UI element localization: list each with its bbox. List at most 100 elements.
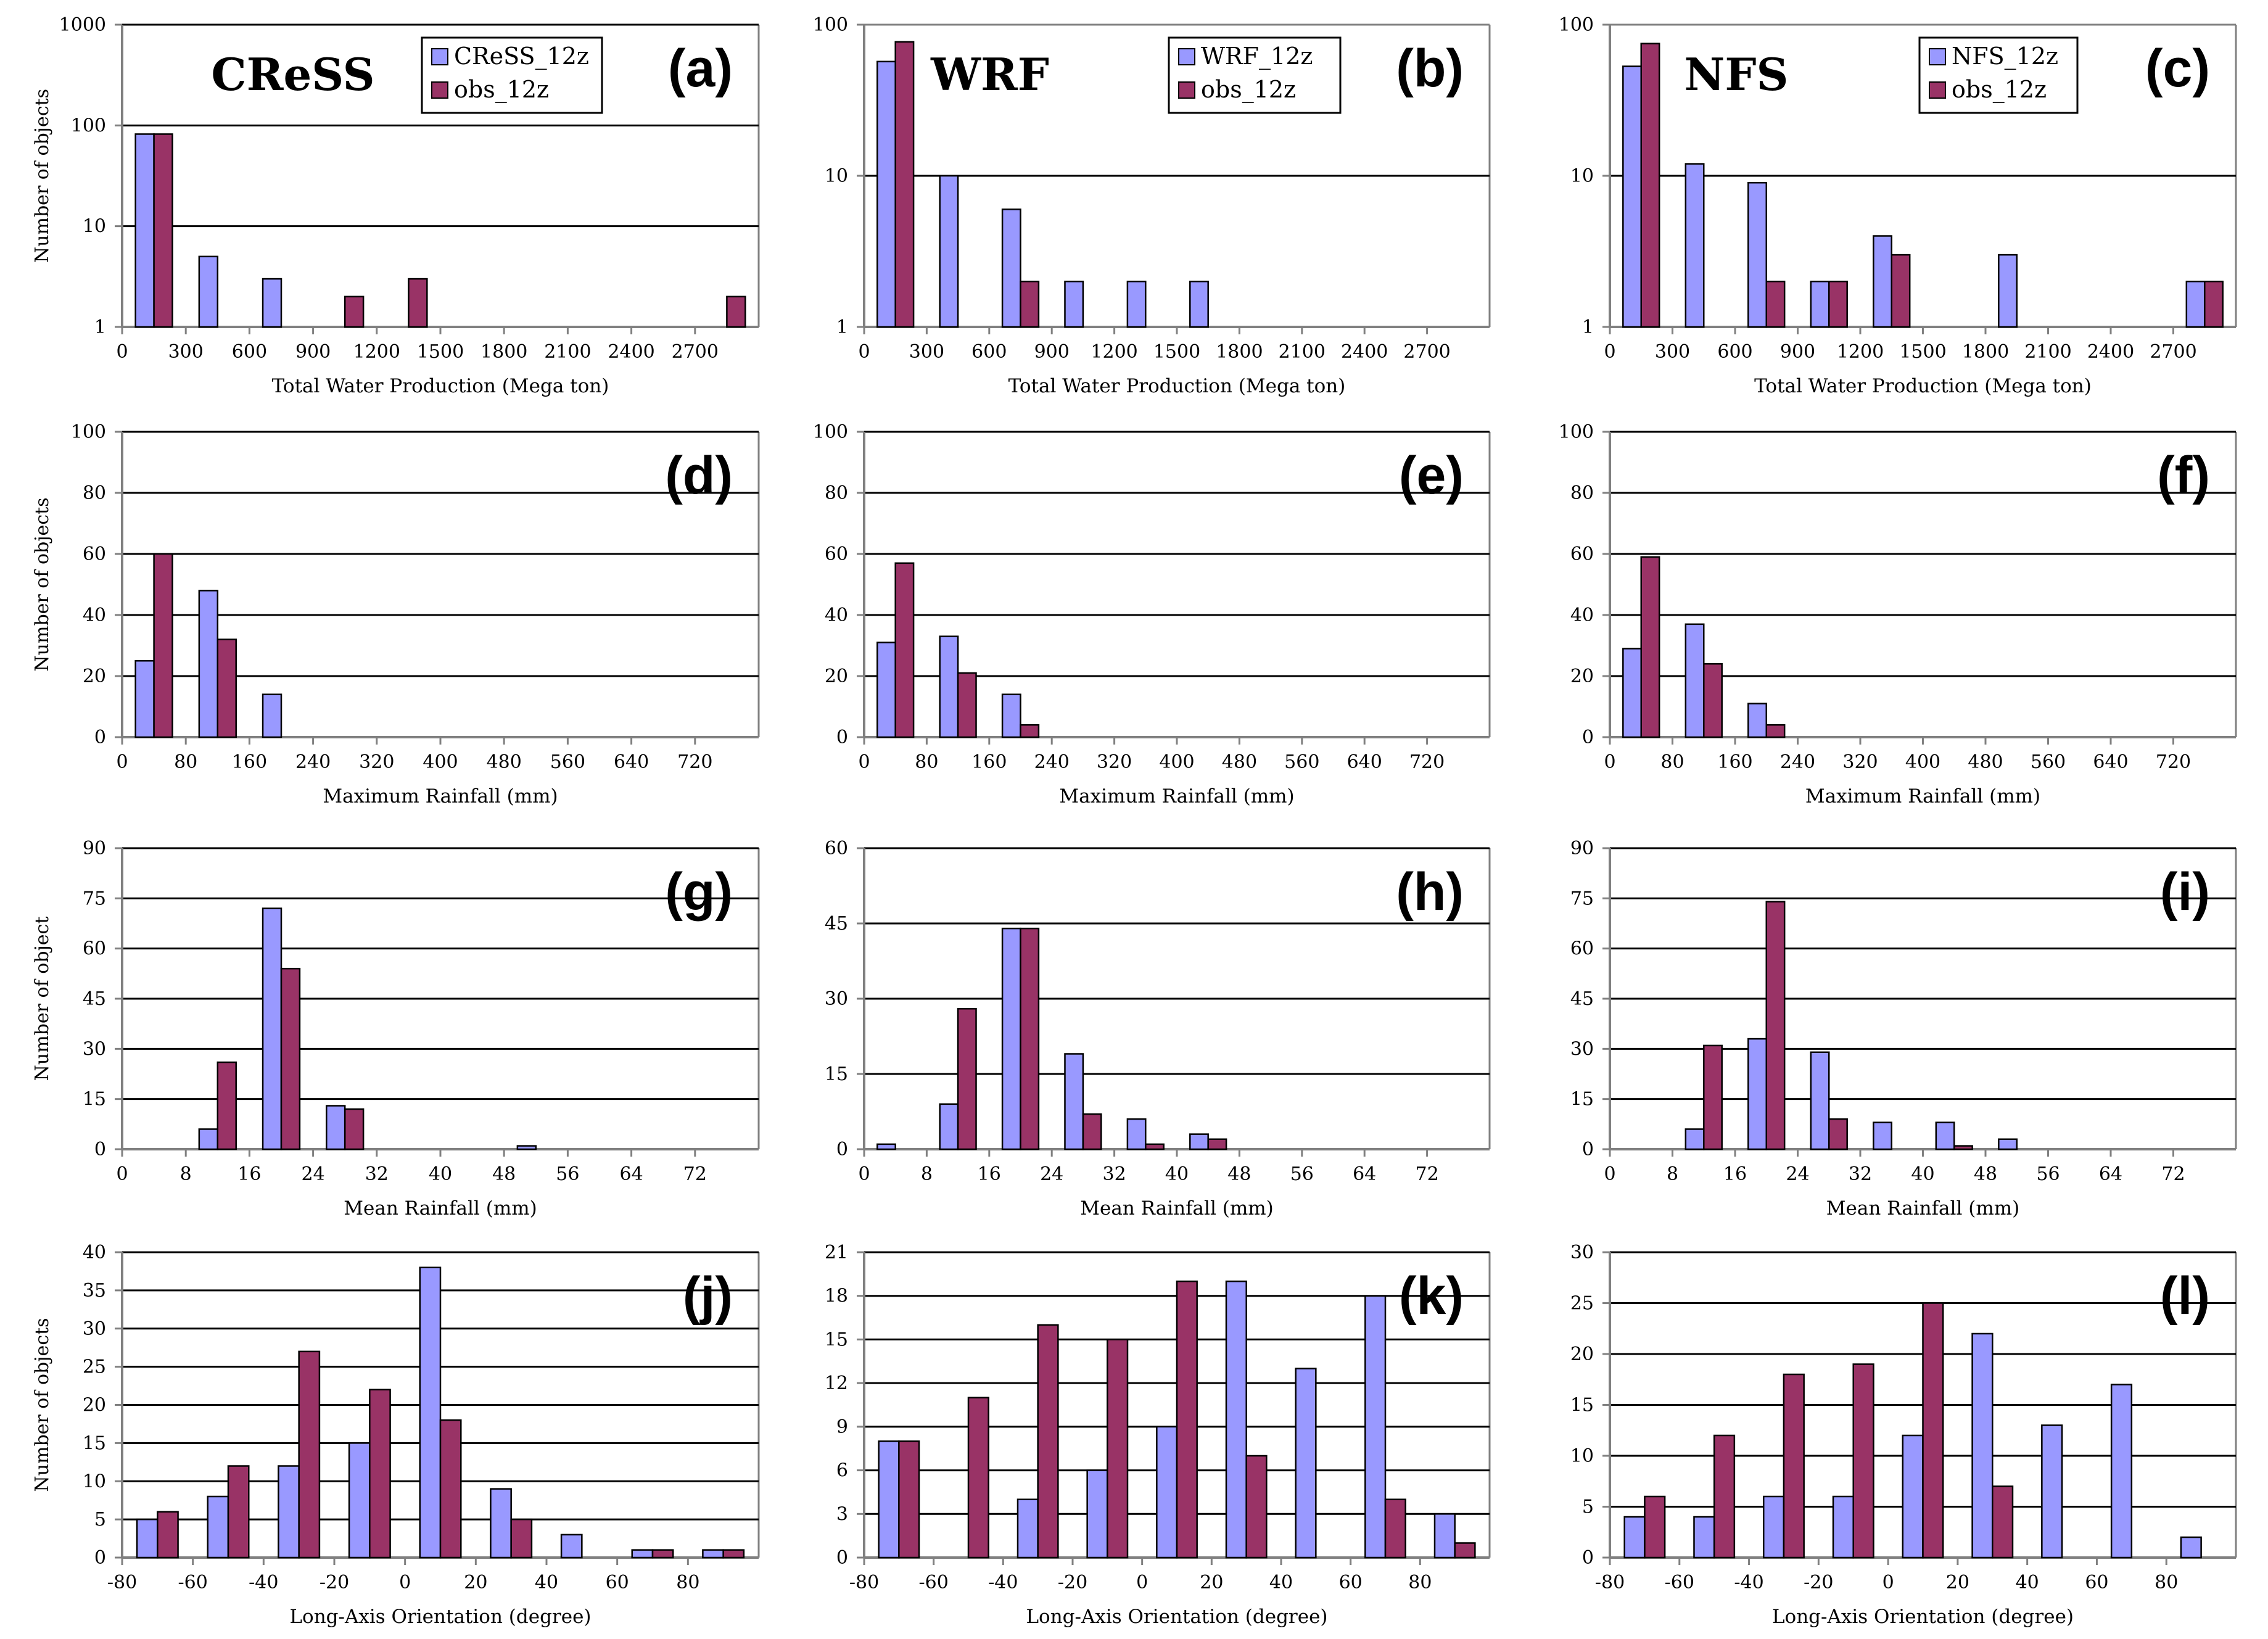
legend: WRF_12z obs_12z — [1168, 36, 1342, 114]
x-tick-label: 560 — [550, 751, 585, 773]
panel-label: (b) — [1396, 39, 1464, 98]
x-axis-label: Total Water Production (Mega ton) — [1008, 375, 1346, 397]
x-tick-label: 48 — [1974, 1163, 1997, 1185]
bar-obs — [1765, 724, 1786, 738]
x-tick-label: 0 — [1136, 1572, 1148, 1593]
x-tick-label: 2100 — [544, 341, 591, 363]
bar-model — [262, 693, 282, 738]
model-title: CReSS — [211, 48, 374, 101]
bar-model — [1623, 1516, 1646, 1559]
x-tick-label: 0 — [116, 1163, 128, 1185]
y-tick-label: 15 — [825, 1063, 848, 1085]
y-tick-label: 100 — [1559, 14, 1594, 36]
y-tick-label: 45 — [83, 988, 106, 1010]
x-tick-label: 0 — [1604, 341, 1615, 363]
x-tick-label: 0 — [399, 1572, 411, 1593]
bar-obs — [439, 1419, 462, 1559]
x-axis-label: Maximum Rainfall (mm) — [1805, 785, 2040, 807]
bar-obs — [894, 562, 915, 738]
y-tick-label: 20 — [1570, 666, 1594, 687]
x-tick-label: 40 — [1911, 1163, 1934, 1185]
bar-model — [1064, 1053, 1084, 1150]
bar-model — [278, 1465, 300, 1559]
x-tick-label: 900 — [295, 341, 331, 363]
panel-f: 0 20 40 60 80 100 0 80 160 240 320 400 480 560 640 720 M… — [1559, 421, 2237, 807]
bar-obs — [1020, 927, 1040, 1150]
y-tick-label: 0 — [94, 727, 106, 748]
panel-b: 1 10 100 0 300 600 900 1200 1500 1800 2100 2400 2700… — [813, 14, 1491, 397]
bar-obs — [344, 1108, 365, 1150]
x-tick-label: 300 — [1655, 341, 1690, 363]
bar-model — [1189, 1133, 1209, 1150]
x-tick-label: 20 — [1200, 1572, 1223, 1593]
y-tick-label: 15 — [1570, 1089, 1594, 1110]
x-tick-label: 240 — [295, 751, 331, 773]
panel-label: (l) — [2160, 1266, 2210, 1326]
y-tick-label: 0 — [1582, 1139, 1594, 1160]
x-tick-label: -60 — [178, 1572, 208, 1593]
y-tick-label: 25 — [83, 1356, 106, 1378]
x-tick-label: 0 — [858, 751, 870, 773]
bar-obs — [1207, 1138, 1227, 1150]
bar-model — [939, 175, 959, 328]
panel-label: (e) — [1399, 446, 1464, 505]
x-tick-label: 320 — [359, 751, 394, 773]
bar-model — [939, 635, 959, 738]
bar-model — [1189, 280, 1209, 328]
legend-swatch-model — [1178, 48, 1195, 65]
x-tick-label: 20 — [464, 1572, 487, 1593]
y-tick-label: 1 — [836, 316, 848, 338]
bar-model — [262, 278, 282, 328]
bar-obs — [153, 553, 173, 738]
y-tick-label: 100 — [813, 14, 848, 36]
bar-obs — [957, 1008, 977, 1150]
bar-model — [1001, 693, 1021, 738]
bar-model — [1902, 1434, 1924, 1559]
y-tick-label: 0 — [94, 1547, 106, 1569]
legend-swatch-model — [431, 48, 448, 65]
bar-obs — [369, 1389, 391, 1559]
x-tick-label: 720 — [2156, 751, 2191, 773]
y-tick-label: 5 — [1582, 1497, 1594, 1518]
bar-model — [262, 907, 282, 1150]
x-tick-label: 64 — [620, 1163, 643, 1185]
bar-model — [134, 133, 155, 328]
y-tick-label: 9 — [836, 1416, 848, 1438]
bar-model — [1001, 927, 1021, 1150]
x-tick-label: -80 — [107, 1572, 137, 1593]
bar-model — [326, 1105, 346, 1150]
bar-model — [1935, 1121, 1955, 1150]
x-tick-label: 0 — [116, 341, 128, 363]
bar-obs — [1640, 43, 1660, 328]
panel-label: (i) — [2160, 862, 2210, 922]
bar-obs — [957, 672, 977, 738]
y-axis-label: Number of objects — [31, 89, 53, 263]
panel-label: (j) — [683, 1266, 733, 1326]
x-tick-label: 72 — [683, 1163, 707, 1185]
y-tick-label: 5 — [94, 1509, 106, 1530]
x-tick-label: 40 — [1165, 1163, 1189, 1185]
x-tick-label: 24 — [1786, 1163, 1809, 1185]
bar-obs — [1765, 280, 1786, 328]
x-tick-label: 480 — [487, 751, 522, 773]
x-tick-label: 60 — [2085, 1572, 2108, 1593]
y-tick-label: 45 — [825, 913, 848, 935]
y-tick-label: 0 — [1582, 727, 1594, 748]
x-tick-label: 80 — [174, 751, 197, 773]
bar-model — [1810, 1051, 1830, 1150]
x-tick-label: 1500 — [1153, 341, 1200, 363]
x-tick-label: 64 — [1353, 1163, 1376, 1185]
y-tick-label: 0 — [836, 727, 848, 748]
panel-label: (h) — [1396, 862, 1464, 922]
bar-model — [1762, 1495, 1785, 1559]
panel-e: 0 20 40 60 80 100 0 80 160 240 320 400 480 560 640 720 M… — [813, 421, 1491, 807]
y-tick-label: 18 — [825, 1286, 848, 1307]
panel-k: 0 3 6 9 12 15 18 21 -80 -60 -40 -20 0 20 40 60 80 Long-Ax… — [825, 1242, 1491, 1628]
y-tick-label: 21 — [825, 1242, 848, 1263]
x-tick-label: 1800 — [1216, 341, 1263, 363]
legend-swatch-obs — [431, 81, 448, 99]
x-axis-label: Long-Axis Orientation (degree) — [1772, 1606, 2074, 1628]
y-tick-label: 60 — [825, 838, 848, 859]
panel-label: (k) — [1399, 1266, 1464, 1326]
